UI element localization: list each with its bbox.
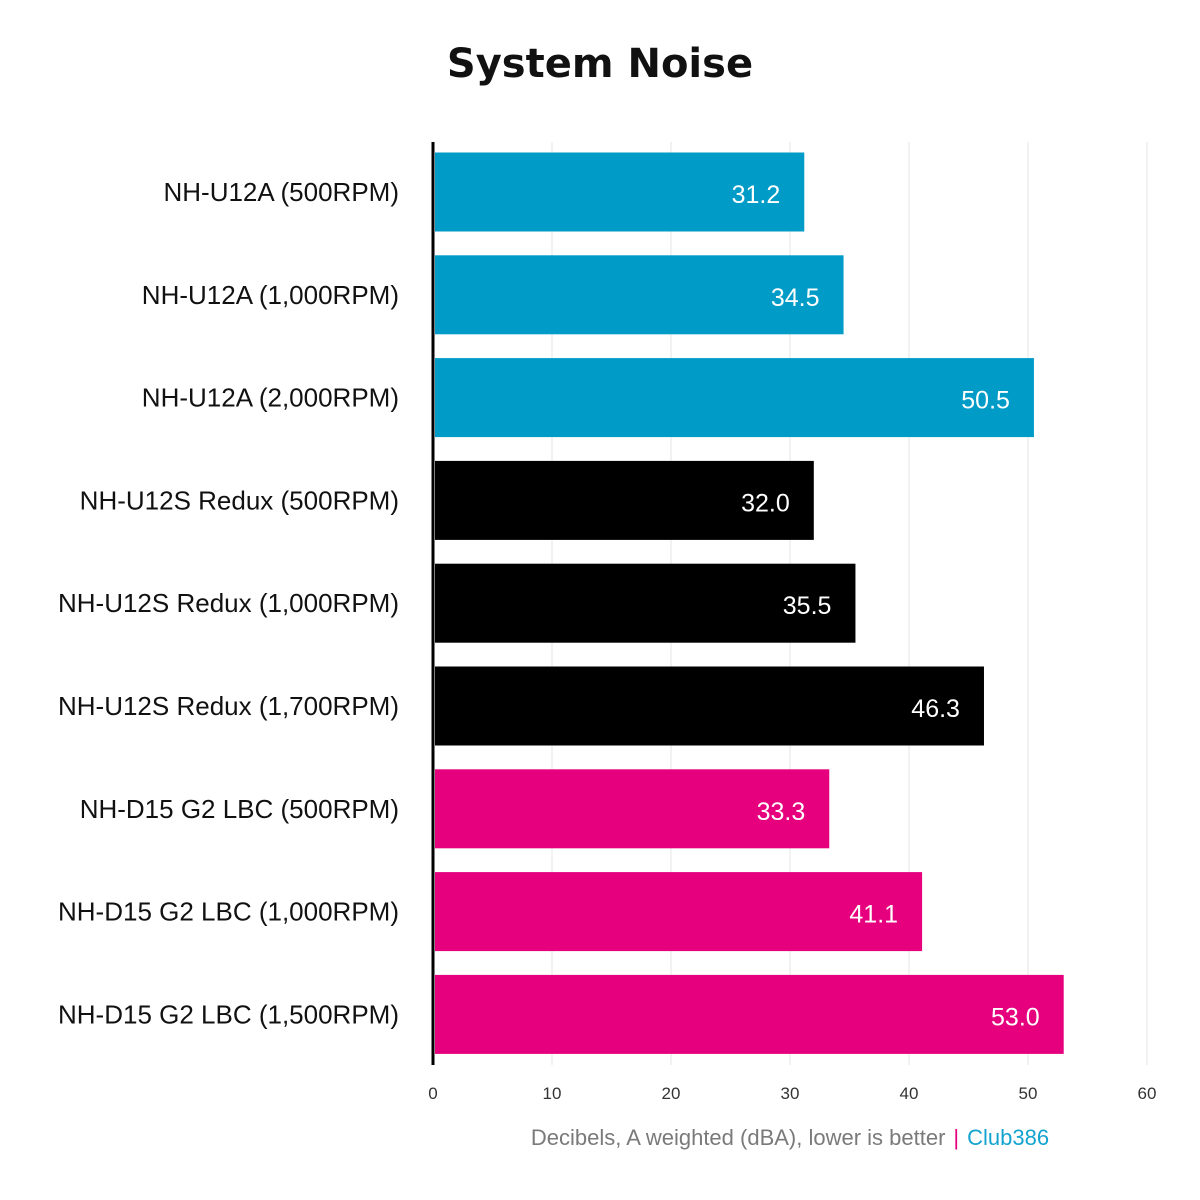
x-axis-ticks: 0 10 20 30 40 50 60: [428, 1084, 1156, 1103]
value-label: 35.5: [783, 592, 832, 620]
value-label: 32.0: [741, 489, 790, 517]
value-label: 50.5: [961, 387, 1010, 415]
bar: [435, 358, 1034, 438]
bar: [435, 255, 844, 335]
value-label: 31.2: [732, 181, 781, 209]
value-label: 53.0: [991, 1003, 1040, 1031]
bar: [435, 460, 814, 540]
category-label: NH-U12A (1,000RPM): [142, 280, 399, 310]
x-tick-label: 40: [900, 1084, 919, 1103]
source-separator: |: [953, 1125, 959, 1150]
bar: [435, 872, 923, 952]
category-label: NH-U12A (2,000RPM): [142, 383, 399, 413]
chart-title: System Noise: [447, 41, 753, 87]
value-label: 33.3: [757, 798, 806, 826]
bar: [435, 769, 830, 849]
x-tick-label: 50: [1019, 1084, 1038, 1103]
category-label: NH-D15 G2 LBC (1,000RPM): [58, 897, 399, 927]
x-tick-label: 10: [543, 1084, 562, 1103]
bar: [435, 152, 805, 232]
value-label: 41.1: [849, 901, 898, 929]
x-axis-label: Decibels, A weighted (dBA), lower is bet…: [531, 1125, 946, 1150]
category-label: NH-U12S Redux (500RPM): [80, 485, 399, 515]
category-label: NH-U12S Redux (1,700RPM): [58, 691, 399, 721]
bar: [435, 563, 856, 643]
category-label: NH-U12A (500RPM): [163, 177, 399, 207]
source-credit: Club386: [967, 1125, 1049, 1150]
x-tick-label: 20: [662, 1084, 681, 1103]
bars: NH-U12A (500RPM) 31.2 NH-U12A (1,000RPM) 34…: [58, 152, 1064, 1054]
x-tick-label: 60: [1138, 1084, 1157, 1103]
value-label: 34.5: [771, 284, 820, 312]
bar: [435, 666, 984, 746]
x-axis-title: Decibels, A weighted (dBA), lower is bet…: [531, 1125, 1049, 1150]
x-tick-label: 30: [781, 1084, 800, 1103]
category-label: NH-U12S Redux (1,000RPM): [58, 588, 399, 618]
x-tick-label: 0: [428, 1084, 437, 1103]
bar: [435, 974, 1064, 1054]
value-label: 46.3: [911, 695, 960, 723]
category-label: NH-D15 G2 LBC (500RPM): [80, 794, 399, 824]
category-label: NH-D15 G2 LBC (1,500RPM): [58, 999, 399, 1029]
